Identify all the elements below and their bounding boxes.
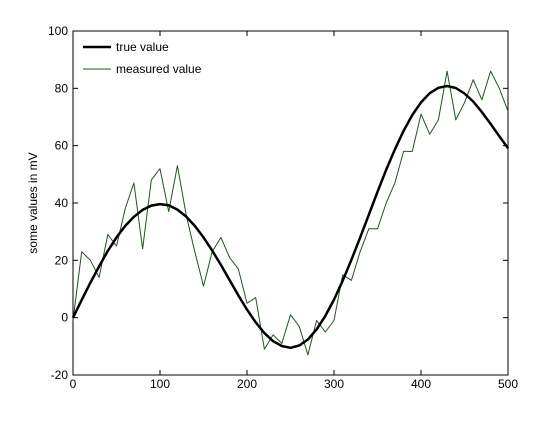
- series-line-measured-value: [72, 70, 509, 356]
- legend-label-measured-value: measured value: [116, 62, 202, 76]
- legend-label-true-value: true value: [116, 40, 169, 54]
- plot-area: [72, 30, 509, 376]
- y-tick-label: 60: [55, 139, 69, 153]
- x-tick-label: 400: [411, 377, 431, 391]
- y-tick-label: 0: [61, 311, 68, 325]
- y-tick-label: 20: [55, 253, 69, 267]
- y-tick-label: 100: [48, 24, 68, 38]
- y-axis-label: some values in mV: [26, 152, 40, 253]
- x-tick-label: 100: [150, 377, 170, 391]
- x-tick-label: 500: [498, 377, 518, 391]
- x-tick-label: 0: [70, 377, 77, 391]
- x-tick-label: 200: [237, 377, 257, 391]
- series-line-true-value: [71, 84, 510, 350]
- x-tick-label: 300: [324, 377, 344, 391]
- series-layer: [71, 70, 510, 356]
- y-tick-label: 40: [55, 196, 69, 210]
- legend: true value measured value: [83, 40, 202, 76]
- y-tick-label: 80: [55, 81, 69, 95]
- y-tick-label: -20: [51, 368, 69, 382]
